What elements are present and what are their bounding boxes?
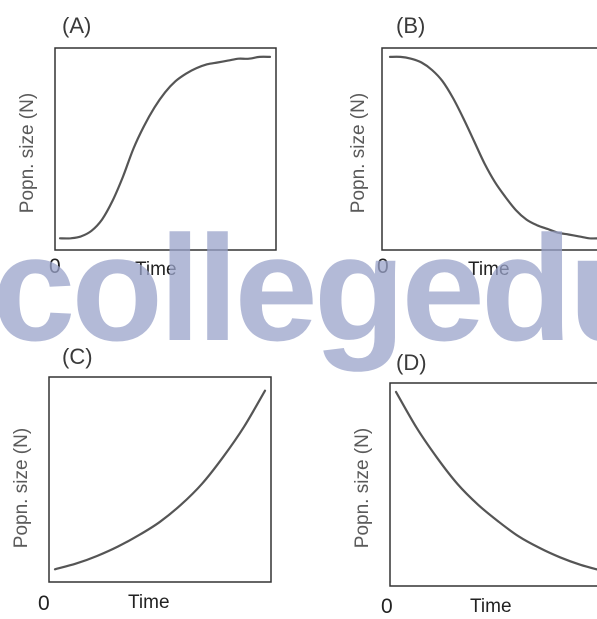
panel-a-frame xyxy=(54,47,277,251)
panel-c-ylabel: Popn. size (N) xyxy=(11,428,32,548)
panel-a-curve xyxy=(58,55,272,240)
panel-c: (C) Popn. size (N) 0 Time xyxy=(11,344,272,615)
panel-d-xlabel: Time xyxy=(470,596,512,617)
panel-c-curve xyxy=(53,389,267,571)
panel-c-origin: 0 xyxy=(38,592,50,615)
watermark-text: collegedu xyxy=(0,204,597,372)
panel-d-frame xyxy=(389,382,597,587)
panel-a: (A) Popn. size (N) 0 Time xyxy=(17,13,277,280)
panel-a-ylabel: Popn. size (N) xyxy=(17,93,38,213)
panel-a-origin: 0 xyxy=(49,255,61,278)
panel-c-label: (C) xyxy=(62,344,93,369)
panel-b: (B) Popn. size (N) 0 Time xyxy=(348,13,597,280)
panel-a-xlabel: Time xyxy=(135,259,177,280)
panel-d-origin: 0 xyxy=(381,595,393,618)
panel-b-xlabel: Time xyxy=(468,259,510,280)
panel-d-label: (D) xyxy=(396,350,427,375)
panel-d-curve xyxy=(394,390,597,571)
panel-b-label: (B) xyxy=(396,13,425,38)
panel-d: (D) Popn. size (N) 0 Time xyxy=(352,350,597,618)
panel-b-frame xyxy=(381,47,597,251)
panel-c-xlabel: Time xyxy=(128,592,170,613)
panel-b-curve xyxy=(388,55,597,240)
panel-a-label: (A) xyxy=(62,13,91,38)
panel-b-ylabel: Popn. size (N) xyxy=(348,93,369,213)
panel-b-origin: 0 xyxy=(377,255,389,278)
panel-c-frame xyxy=(48,376,272,583)
panel-d-ylabel: Popn. size (N) xyxy=(352,428,373,548)
